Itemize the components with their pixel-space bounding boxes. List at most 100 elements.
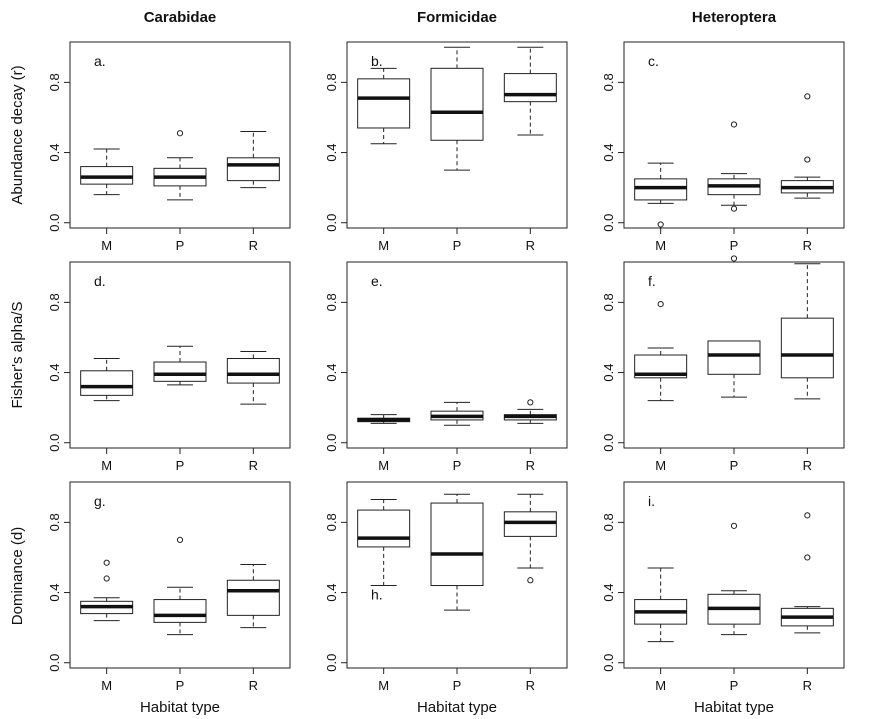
x-tick-label: R: [249, 458, 258, 473]
y-tick-label: 0.0: [47, 434, 62, 452]
x-tick-label: P: [730, 238, 739, 253]
box-iqr: [634, 354, 688, 379]
box-iqr: [707, 340, 761, 375]
box-iqr: [357, 509, 411, 548]
outlier-point: [103, 575, 110, 582]
y-tick-label: 0.0: [324, 214, 339, 232]
panel-frame: [69, 481, 291, 669]
y-tick-label: 0.8: [47, 513, 62, 531]
x-tick-label: P: [453, 238, 462, 253]
panel-letter: i.: [648, 493, 655, 509]
box-iqr: [153, 361, 207, 382]
x-tick-label: P: [453, 678, 462, 693]
box-iqr: [357, 78, 411, 129]
x-axis-label-col3: Habitat type: [694, 699, 774, 716]
x-tick-label: M: [378, 458, 389, 473]
y-tick-label: 0.4: [324, 144, 339, 162]
y-tick-label: 0.8: [324, 293, 339, 311]
panel-f: 0.0 0.4 0.8 f. M P R: [601, 255, 845, 473]
y-tick-label: 0.0: [601, 434, 616, 452]
outlier-point: [527, 399, 534, 406]
y-tick-label: 0.4: [601, 144, 616, 162]
box-iqr: [430, 502, 484, 587]
x-tick-label: R: [803, 678, 812, 693]
x-tick-label: M: [655, 238, 666, 253]
outlier-point: [730, 205, 738, 212]
panel-a: 0.0 0.4 0.8 a. M P R: [47, 41, 291, 253]
outlier-point: [657, 221, 664, 228]
box-iqr: [430, 67, 484, 141]
x-axis-label-col2: Habitat type: [417, 699, 497, 716]
outlier-point: [804, 512, 811, 519]
x-tick-label: P: [730, 458, 739, 473]
outlier-point: [804, 156, 811, 163]
x-tick-label: R: [526, 238, 535, 253]
x-tick-label: P: [730, 678, 739, 693]
panel-i: 0.0 0.4 0.8 i. M P R: [601, 481, 845, 693]
outlier-point: [176, 536, 184, 544]
x-tick-label: M: [101, 678, 112, 693]
x-tick-label: R: [526, 458, 535, 473]
x-tick-label: R: [803, 458, 812, 473]
x-tick-label: R: [526, 678, 535, 693]
y-tick-label: 0.8: [601, 293, 616, 311]
panel-letter: g.: [94, 493, 106, 509]
y-tick-label: 0.0: [324, 654, 339, 672]
y-tick-label: 0.0: [47, 214, 62, 232]
y-tick-label: 0.8: [47, 73, 62, 91]
x-tick-label: P: [176, 238, 185, 253]
outlier-point: [804, 93, 811, 100]
panel-c: 0.0 0.4 0.8 c. M P R: [601, 41, 845, 253]
y-tick-label: 0.4: [47, 364, 62, 382]
x-tick-label: M: [101, 458, 112, 473]
y-tick-label: 0.0: [601, 214, 616, 232]
y-tick-label: 0.0: [47, 654, 62, 672]
outlier-point: [657, 301, 664, 308]
outlier-point: [730, 121, 738, 128]
outlier-point: [730, 522, 738, 529]
x-tick-label: P: [176, 458, 185, 473]
y-tick-label: 0.4: [324, 364, 339, 382]
x-tick-label: P: [176, 678, 185, 693]
box-iqr: [226, 157, 280, 182]
box-iqr: [80, 166, 134, 185]
row-label-fishers-alpha: Fisher's alpha/S: [9, 301, 26, 408]
panel-e: 0.0 0.4 0.8 e. M P R: [324, 261, 568, 473]
outlier-point: [730, 255, 738, 262]
y-tick-label: 0.4: [47, 584, 62, 602]
x-tick-label: R: [249, 238, 258, 253]
y-tick-label: 0.8: [324, 73, 339, 91]
panel-letter: f.: [648, 273, 656, 289]
x-tick-label: M: [655, 458, 666, 473]
panel-d: 0.0 0.4 0.8 d. M P R: [47, 261, 291, 473]
x-tick-label: R: [249, 678, 258, 693]
row-label-abundance-decay: Abundance decay (r): [9, 65, 26, 204]
column-header-carabidae: Carabidae: [144, 9, 217, 26]
row-label-dominance: Dominance (d): [9, 527, 26, 625]
panel-frame: [623, 481, 845, 669]
x-tick-label: M: [655, 678, 666, 693]
panel-letter: b.: [371, 53, 383, 69]
y-tick-label: 0.0: [601, 654, 616, 672]
outlier-point: [804, 554, 811, 561]
panel-letter: d.: [94, 273, 106, 289]
box-iqr: [503, 511, 557, 537]
panel-b: 0.0 0.4 0.8 b. M P R: [324, 41, 568, 253]
y-tick-label: 0.8: [601, 73, 616, 91]
x-tick-label: M: [101, 238, 112, 253]
panel-letter: h.: [371, 587, 383, 603]
box-iqr: [153, 599, 207, 623]
y-tick-label: 0.4: [47, 144, 62, 162]
panel-letter: c.: [648, 53, 659, 69]
y-tick-label: 0.0: [324, 434, 339, 452]
box-iqr: [80, 370, 134, 396]
outlier-point: [103, 559, 110, 566]
outlier-point: [176, 130, 184, 137]
panel-letter: a.: [94, 53, 106, 69]
panel-grid: 0.0 0.4 0.8 a. M P R 0.0 0.4 0.8 b. M P R 0.0 0.4 0.8 c. M…: [47, 41, 845, 693]
y-tick-label: 0.8: [47, 293, 62, 311]
x-tick-label: R: [803, 238, 812, 253]
x-tick-label: P: [453, 458, 462, 473]
box-iqr: [780, 317, 834, 379]
